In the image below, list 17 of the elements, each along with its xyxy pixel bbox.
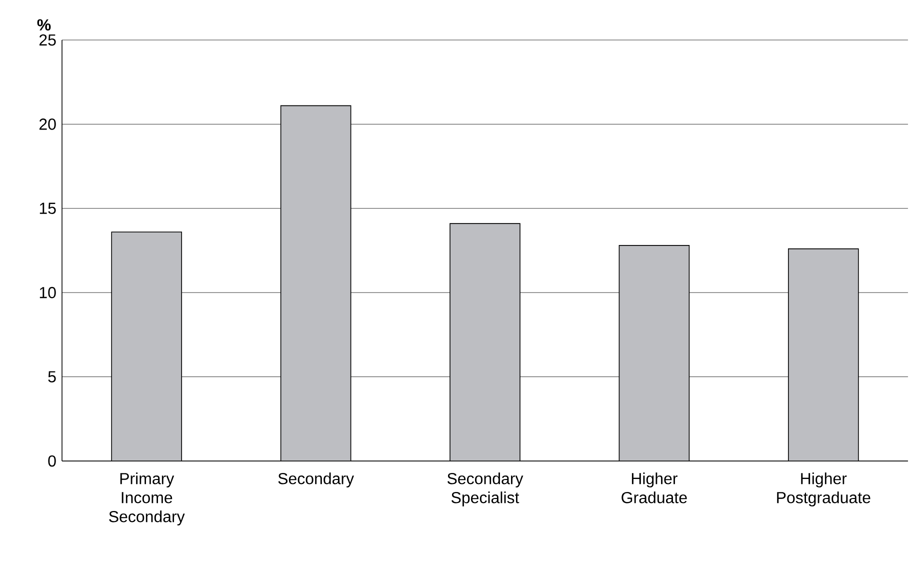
x-tick-label: Higher Postgraduate xyxy=(777,472,870,506)
x-tick-label: Secondary xyxy=(278,472,354,488)
bar xyxy=(450,224,520,461)
bar xyxy=(112,232,182,461)
bar xyxy=(280,106,351,461)
y-tick-label: 5 xyxy=(48,371,56,382)
y-tick-label: 15 xyxy=(40,202,56,214)
y-tick-label: 20 xyxy=(39,118,56,130)
y-tick-label: 25 xyxy=(39,34,56,46)
x-tick-label: Secondary Specialist xyxy=(447,472,524,506)
y-axis-title: % xyxy=(37,19,51,30)
bar xyxy=(619,245,690,461)
y-tick-label: 10 xyxy=(40,286,56,298)
bar xyxy=(788,248,859,461)
x-tick-label: Primary Income Secondary xyxy=(109,472,185,526)
y-tick-label: 0 xyxy=(48,455,56,467)
x-tick-label: Higher Graduate xyxy=(622,472,687,504)
